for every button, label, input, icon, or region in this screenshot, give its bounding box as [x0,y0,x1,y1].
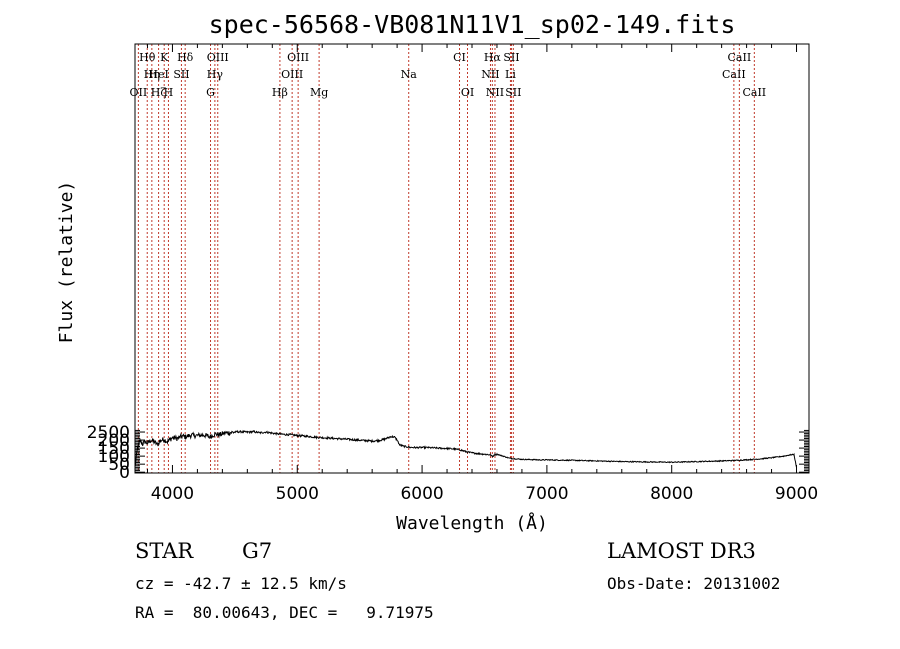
spectrum-line [134,429,797,468]
line-label-4: OIII [287,51,309,64]
line-label-0: Hθ [139,51,156,64]
line-label-13: OIII [281,68,303,81]
line-label-17: CaII [722,68,746,81]
line-label-8: CaII [728,51,752,64]
line-label-24: OI [461,86,474,99]
line-marker-layer [137,44,755,473]
line-label-19: Hζ [151,86,167,99]
line-label-22: Hβ [272,86,288,99]
line-label-11: SII [173,68,189,81]
object-class: STAR [135,539,194,563]
line-label-16: Li [505,68,516,81]
line-label-12: Hγ [207,68,224,81]
spectrum-layer [134,429,797,468]
survey-name: LAMOST DR3 [607,539,756,563]
line-label-21: G [206,86,215,99]
object-subclass: G7 [242,539,273,563]
x-tick-label-3: 7000 [525,484,568,504]
line-label-26: SII [505,86,521,99]
line-label-23: Mg [310,86,328,99]
y-axis-label: Flux (relative) [56,181,77,344]
line-label-3: OIII [207,51,229,64]
y-tick-label-4: 200 [98,431,130,451]
y-tick-label-3: 150 [98,439,130,459]
line-label-7: SII [503,51,519,64]
obs-date: Obs-Date: 20131002 [607,574,781,593]
x-axis-label: Wavelength (Å) [396,512,548,534]
x-tick-label-1: 5000 [276,484,319,504]
y-tick-label-2: 100 [98,447,130,467]
line-label-1: K [160,51,169,64]
x-tick-label-5: 9000 [775,484,818,504]
plot-frame [134,43,810,474]
x-tick-label-0: 4000 [151,484,194,504]
line-label-6: Hα [484,51,502,64]
y-tick-label-1: 50 [108,455,130,475]
coordinates: RA = 80.00643, DEC = 9.71975 [135,603,434,622]
line-label-9: Hη [144,68,160,81]
line-label-2: Hδ [177,51,194,64]
y-tick-label-0: 0 [119,463,130,483]
line-label-25: NII [486,86,504,99]
chart-title: spec-56568-VB081N11V1_sp02-149.fits [209,10,736,39]
line-label-15: NII [481,68,499,81]
line-label-14: Na [401,68,418,81]
x-tick-label-2: 6000 [400,484,443,504]
line-label-18: OII [130,86,148,99]
line-label-27: CaII [742,86,766,99]
redshift-value: cz = -42.7 ± 12.5 km/s [135,574,347,593]
x-tick-label-4: 8000 [650,484,693,504]
line-label-5: CI [453,51,466,64]
line-label-20: H [164,86,174,99]
y-tick-label-5: 2500 [87,423,130,443]
line-label-10: HeI [148,68,168,81]
